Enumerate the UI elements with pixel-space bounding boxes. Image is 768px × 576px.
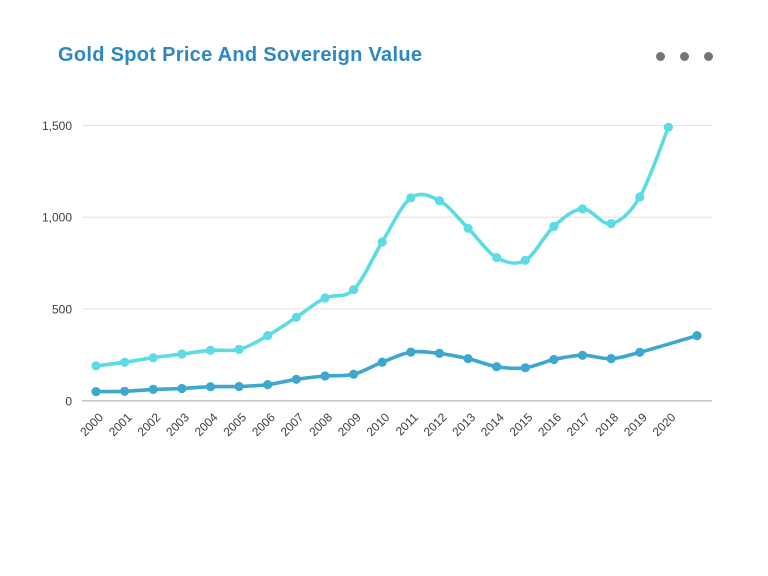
gold-spot-price-point-2019 <box>635 192 645 202</box>
x-tick-label-2009: 2009 <box>335 410 364 439</box>
sovereign-value-point-2016 <box>549 354 559 365</box>
x-tick-label-2013: 2013 <box>449 410 478 439</box>
sovereign-value-point-2018 <box>606 354 616 364</box>
x-tick-label-2001: 2001 <box>106 410 135 439</box>
sovereign-value-point-2015 <box>520 363 530 373</box>
sovereign-value-point-2013 <box>463 354 473 364</box>
sovereign-value-line <box>94 333 699 394</box>
x-tick-label-2012: 2012 <box>421 410 450 439</box>
gold-spot-price-point-2009 <box>349 285 359 295</box>
x-tick-label-2008: 2008 <box>306 410 335 439</box>
sovereign-value-point-2012 <box>434 348 444 358</box>
y-tick-label: 1,500 <box>42 119 72 133</box>
sovereign-value-point-2002 <box>148 384 158 394</box>
x-tick-label-2018: 2018 <box>592 410 621 439</box>
x-tick-label-2017: 2017 <box>564 410 593 439</box>
sovereign-value-point-2017 <box>577 350 588 360</box>
x-tick-label-2000: 2000 <box>77 410 106 439</box>
ellipsis-dot-icon <box>656 52 665 61</box>
gold-spot-price-point-2016 <box>549 221 559 231</box>
sovereign-value-point-2006 <box>263 380 273 390</box>
sovereign-value-point-2003 <box>177 383 187 394</box>
sovereign-value-point-2007 <box>291 374 301 384</box>
x-tick-label-2006: 2006 <box>249 410 278 439</box>
gold-spot-price-point-2017 <box>577 204 588 214</box>
more-options-button[interactable] <box>654 50 715 63</box>
x-tick-label-2002: 2002 <box>135 410 164 439</box>
y-tick-label: 1,000 <box>42 211 72 225</box>
x-tick-label-2005: 2005 <box>220 410 249 439</box>
gold-spot-price-point-2005 <box>234 344 244 354</box>
sovereign-value-point-2009 <box>349 369 359 379</box>
gold-spot-price-point-2007 <box>291 312 301 322</box>
gold-spot-price-point-2006 <box>263 331 273 341</box>
x-tick-label-2011: 2011 <box>393 410 421 438</box>
sovereign-value-point-2005 <box>234 381 244 392</box>
gold-spot-price-point-2011 <box>406 193 416 203</box>
gold-spot-price-point-2012 <box>434 196 444 206</box>
x-tick-label-2010: 2010 <box>364 410 393 439</box>
sovereign-value-point-2010 <box>377 357 387 367</box>
x-tick-label-2016: 2016 <box>535 410 564 439</box>
gold-spot-price-point-2008 <box>320 293 330 303</box>
gold-spot-price-point-2013 <box>463 223 473 233</box>
gold-spot-price-point-2014 <box>492 253 502 263</box>
gold-spot-price-point-2020 <box>663 122 674 132</box>
gold-spot-price-point-2003 <box>177 349 187 359</box>
page-title: Gold Spot Price And Sovereign Value <box>58 44 423 66</box>
sovereign-value-point-2011 <box>406 347 416 357</box>
sovereign-value-point-2014 <box>492 362 502 372</box>
x-tick-label-2004: 2004 <box>192 410 221 439</box>
y-tick-label: 500 <box>52 303 72 317</box>
gold-spot-price-point-2018 <box>606 219 616 229</box>
x-tick-label-2014: 2014 <box>478 410 507 439</box>
x-tick-label-2007: 2007 <box>278 410 307 439</box>
ellipsis-dot-icon <box>680 52 689 61</box>
gold-spot-price-point-2002 <box>148 353 158 363</box>
sovereign-value-point-2004 <box>205 382 216 392</box>
ellipsis-dot-icon <box>704 52 713 61</box>
sovereign-value-point-2020 <box>692 331 702 341</box>
gold-spot-price-point-2010 <box>377 237 387 247</box>
sovereign-value-point-2019 <box>635 347 645 357</box>
sovereign-value-point-2008 <box>320 371 330 381</box>
gold-spot-price-point-2004 <box>205 345 216 355</box>
gold-spot-price-point-2000 <box>91 361 101 371</box>
x-tick-label-2015: 2015 <box>507 410 536 439</box>
x-tick-label-2003: 2003 <box>163 410 192 439</box>
gold-spot-price-point-2015 <box>520 255 530 265</box>
sovereign-value-point-2001 <box>120 386 130 396</box>
x-tick-label-2020: 2020 <box>650 410 679 439</box>
sovereign-value-point-2000 <box>91 387 101 397</box>
y-tick-label: 0 <box>65 394 72 408</box>
x-tick-label-2019: 2019 <box>621 410 650 439</box>
gold-spot-price-point-2001 <box>120 357 130 367</box>
